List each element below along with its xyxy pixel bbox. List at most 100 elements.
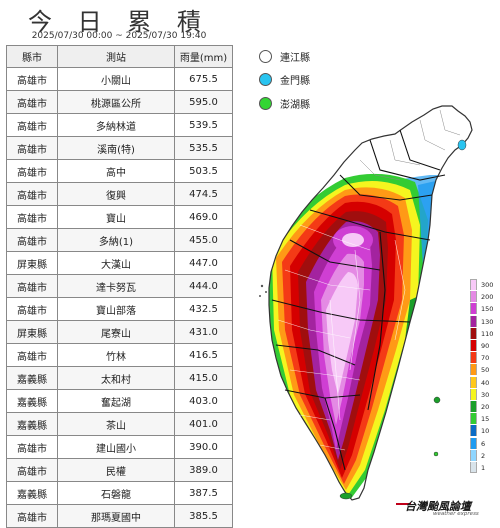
scale-swatch bbox=[470, 279, 477, 290]
cell-county: 嘉義縣 bbox=[6, 412, 58, 436]
scale-label: 70 bbox=[481, 354, 490, 363]
cell-station: 尾寮山 bbox=[57, 320, 175, 344]
scale-label: 10 bbox=[481, 427, 490, 436]
rainfall-table: 縣市 測站 雨量(mm) 高雄市 小關山 675.5 高雄市 桃源區公所 595.0 高雄市… bbox=[6, 45, 233, 528]
scale-label: 30 bbox=[481, 390, 490, 399]
scale-label: 20 bbox=[481, 403, 490, 411]
header-county: 縣市 bbox=[6, 45, 58, 68]
taiwan-outline bbox=[268, 105, 473, 501]
scale-swatch bbox=[470, 449, 477, 461]
scale-label: 130 bbox=[481, 317, 494, 326]
scale-label: 15 bbox=[481, 415, 490, 424]
cell-county: 高雄市 bbox=[6, 182, 58, 206]
cell-station: 達卡努瓦 bbox=[57, 274, 175, 298]
cell-county: 高雄市 bbox=[6, 274, 58, 298]
county-borders bbox=[271, 129, 446, 471]
table-row: 高雄市 建山國小 390.0 bbox=[6, 435, 233, 459]
cell-county: 高雄市 bbox=[6, 297, 58, 321]
scale-label: 150 bbox=[481, 305, 494, 314]
scale-label: 90 bbox=[481, 342, 490, 350]
table-row: 高雄市 寶山 469.0 bbox=[6, 205, 233, 229]
cell-rainfall: 387.5 bbox=[174, 481, 233, 505]
cell-station: 復興 bbox=[57, 182, 175, 206]
scale-swatch bbox=[470, 425, 477, 437]
scale-swatch bbox=[470, 340, 477, 351]
cell-station: 民權 bbox=[57, 458, 175, 482]
table-row: 高雄市 小關山 675.5 bbox=[6, 67, 233, 91]
table-row: 高雄市 民權 389.0 bbox=[6, 458, 233, 482]
cell-county: 高雄市 bbox=[6, 136, 58, 160]
legend-label: 澎湖縣 bbox=[280, 99, 310, 111]
scale-label: 200 bbox=[481, 293, 494, 302]
cell-station: 小關山 bbox=[57, 67, 175, 91]
brand-tagline: weather express bbox=[433, 511, 479, 517]
scale-swatch bbox=[470, 303, 477, 315]
cell-rainfall: 469.0 bbox=[174, 205, 233, 229]
cell-rainfall: 415.0 bbox=[174, 366, 233, 390]
legend-label: 金門縣 bbox=[280, 75, 310, 87]
cell-rainfall: 389.0 bbox=[174, 458, 233, 482]
scale-swatch bbox=[470, 388, 477, 400]
scale-label: 110 bbox=[481, 329, 494, 338]
cell-county: 高雄市 bbox=[6, 228, 58, 252]
cell-station: 石磐龍 bbox=[57, 481, 175, 505]
cell-county: 高雄市 bbox=[6, 458, 58, 482]
table-row: 高雄市 竹林 416.5 bbox=[6, 343, 233, 367]
legend-dot bbox=[259, 72, 272, 86]
cell-station: 那瑪夏國中 bbox=[57, 504, 175, 528]
legend-lienchiang: 連江縣 bbox=[259, 48, 310, 64]
brand-logo: 台灣颱風論壇 bbox=[405, 500, 471, 513]
cell-county: 高雄市 bbox=[6, 504, 58, 528]
cell-rainfall: 403.0 bbox=[174, 389, 233, 413]
cell-station: 寶山部落 bbox=[57, 297, 175, 321]
cell-station: 桃源區公所 bbox=[57, 90, 175, 114]
offshore-islands bbox=[259, 139, 467, 500]
legend-label: 連江縣 bbox=[280, 52, 310, 64]
scale-swatch bbox=[470, 437, 477, 449]
legend-dot bbox=[259, 49, 272, 63]
table-row: 屏東縣 大漢山 447.0 bbox=[6, 251, 233, 275]
scale-label: 40 bbox=[481, 378, 490, 387]
scale-label: 300 bbox=[481, 281, 494, 289]
legend-kinmen: 金門縣 bbox=[259, 71, 310, 87]
scale-swatch bbox=[470, 413, 477, 425]
cell-rainfall: 416.5 bbox=[174, 343, 233, 367]
header-rainfall: 雨量(mm) bbox=[174, 45, 233, 68]
table-row: 高雄市 復興 474.5 bbox=[6, 182, 233, 206]
cell-rainfall: 455.0 bbox=[174, 228, 233, 252]
cell-county: 高雄市 bbox=[6, 435, 58, 459]
cell-station: 茶山 bbox=[57, 412, 175, 436]
scale-swatch bbox=[470, 291, 477, 303]
cell-station: 奮起湖 bbox=[57, 389, 175, 413]
table-row: 高雄市 高中 503.5 bbox=[6, 159, 233, 183]
time-range: 2025/07/30 00:00 ~ 2025/07/30 19:40 bbox=[31, 31, 207, 41]
cell-rainfall: 432.5 bbox=[174, 297, 233, 321]
township-borders bbox=[277, 224, 406, 451]
table-row: 高雄市 寶山部落 432.5 bbox=[6, 297, 233, 321]
scale-swatch bbox=[470, 364, 477, 376]
scale-swatch bbox=[470, 376, 477, 388]
scale-swatch bbox=[470, 352, 477, 364]
cell-station: 大漢山 bbox=[57, 251, 175, 275]
cell-rainfall: 447.0 bbox=[174, 251, 233, 275]
cell-rainfall: 675.5 bbox=[174, 67, 233, 91]
cell-rainfall: 539.5 bbox=[174, 113, 233, 137]
scale-label: 6 bbox=[481, 439, 486, 448]
cell-county: 屏東縣 bbox=[6, 320, 58, 344]
table-row: 高雄市 達卡努瓦 444.0 bbox=[6, 274, 233, 298]
table-row: 高雄市 那瑪夏國中 385.5 bbox=[6, 504, 233, 528]
cell-rainfall: 385.5 bbox=[174, 504, 233, 528]
legend-dot bbox=[259, 96, 272, 110]
scale-swatch bbox=[470, 327, 477, 339]
table-row: 嘉義縣 茶山 401.0 bbox=[6, 412, 233, 436]
scale-swatch bbox=[470, 462, 477, 473]
legend-penghu: 澎湖縣 bbox=[259, 95, 310, 111]
scale-label: 1 bbox=[481, 464, 486, 472]
cell-rainfall: 444.0 bbox=[174, 274, 233, 298]
table-row: 屏東縣 尾寮山 431.0 bbox=[6, 320, 233, 344]
cell-county: 高雄市 bbox=[6, 343, 58, 367]
north-township-borders bbox=[359, 109, 461, 181]
scale-swatch bbox=[470, 401, 477, 412]
cell-station: 多納(1) bbox=[57, 228, 175, 252]
